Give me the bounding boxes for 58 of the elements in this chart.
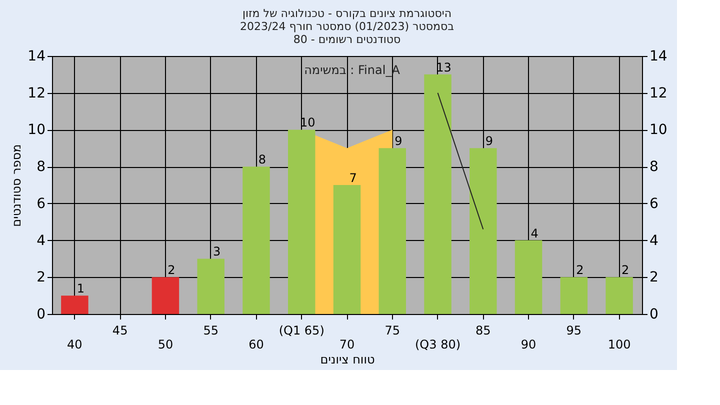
text: היסטוגרמת ציונים בקורס - טכנולוגיה של מזון bbox=[242, 7, 452, 20]
bar bbox=[61, 296, 88, 314]
bar bbox=[560, 277, 588, 314]
bar bbox=[197, 258, 224, 314]
y-tick-label: 12 bbox=[28, 85, 46, 102]
y-tick-label: 4 bbox=[36, 232, 46, 249]
x-tick-label: 55 bbox=[203, 324, 218, 338]
data-label: 4 bbox=[530, 226, 538, 240]
y-tick-label: 6 bbox=[36, 196, 46, 212]
data-label: 2 bbox=[621, 263, 630, 278]
x-tick-label: 90 bbox=[520, 338, 536, 352]
data-label: 13 bbox=[436, 60, 452, 74]
bar bbox=[424, 74, 452, 314]
y2-tick-label: 4 bbox=[650, 232, 658, 249]
x-tick-label: 100 bbox=[608, 338, 631, 352]
x-tick-label: (Q1 65) bbox=[278, 324, 324, 338]
bar bbox=[378, 148, 406, 314]
x-tick-label: 75 bbox=[384, 324, 400, 338]
bar bbox=[242, 166, 270, 314]
y2-tick-label: 2 bbox=[650, 270, 658, 286]
y-tick-label: 0 bbox=[36, 306, 46, 322]
data-label: 9 bbox=[485, 134, 493, 148]
x-tick-label: 40 bbox=[67, 338, 82, 352]
x-axis-title: טווח ציונים bbox=[320, 352, 375, 366]
x-tick-label: 85 bbox=[476, 324, 491, 338]
x-tick-label: 70 bbox=[339, 338, 355, 352]
data-label: 8 bbox=[258, 152, 266, 167]
y-tick-label: 2 bbox=[36, 270, 46, 286]
bar bbox=[470, 148, 497, 314]
bar bbox=[288, 130, 316, 314]
y2-tick-label: 0 bbox=[650, 306, 658, 322]
x-tick-label: 50 bbox=[158, 338, 174, 352]
text: סטודנטים רשומים - 80 bbox=[293, 33, 401, 46]
y-tick-label: 8 bbox=[36, 159, 46, 176]
y-tick-label: 10 bbox=[28, 122, 46, 138]
x-tick-label: (Q3 80) bbox=[415, 338, 461, 352]
bar bbox=[333, 185, 361, 314]
data-label: 1 bbox=[76, 282, 85, 296]
y-axis-title: מספר סטודנטים bbox=[10, 144, 24, 227]
x-tick-label: 45 bbox=[112, 324, 128, 338]
y2-tick-label: 8 bbox=[650, 159, 658, 176]
text: בסמסטר (01/2023) סמסטר חורף 2023/24 bbox=[240, 20, 454, 33]
data-label: 3 bbox=[213, 244, 221, 259]
bar bbox=[514, 240, 542, 314]
y-tick-label: 14 bbox=[28, 48, 46, 64]
x-tick-label: 95 bbox=[566, 324, 582, 338]
bar bbox=[152, 277, 180, 314]
data-label: 7 bbox=[349, 171, 357, 185]
x-tick-label: 60 bbox=[248, 338, 264, 352]
y2-tick-label: 12 bbox=[650, 85, 668, 102]
y2-tick-label: 6 bbox=[650, 196, 658, 212]
data-label: 9 bbox=[394, 134, 402, 148]
data-label: 10 bbox=[300, 116, 316, 130]
y2-tick-label: 14 bbox=[650, 48, 668, 64]
bar bbox=[606, 277, 633, 314]
data-label: 2 bbox=[168, 263, 176, 278]
data-label: 2 bbox=[576, 263, 584, 278]
y2-tick-label: 10 bbox=[650, 122, 668, 138]
